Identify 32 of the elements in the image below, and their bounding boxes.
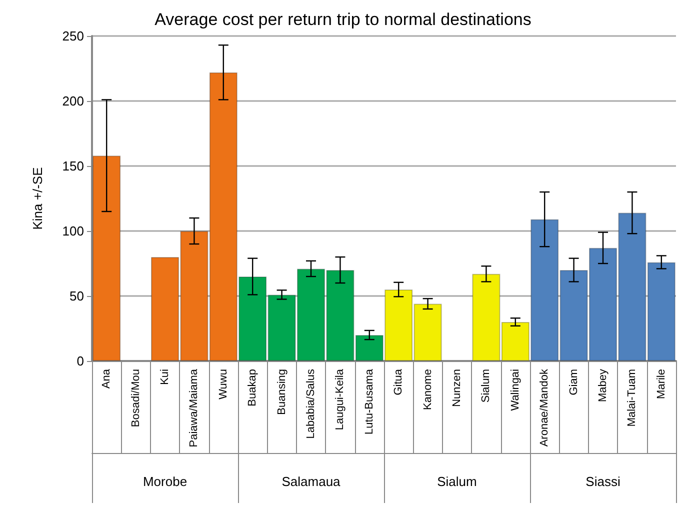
x-tick-label: Paiawa/Maiama [188, 368, 200, 448]
y-axis-title: Kina +/-SE [30, 166, 45, 230]
x-tick-label: Buakap [246, 369, 259, 406]
x-tick-label: Kui [159, 369, 171, 385]
x-tick-label: Laugui-Keila [334, 368, 346, 430]
x-tick-label: Marile [655, 369, 668, 399]
text: Siassi [586, 474, 620, 489]
x-tick-label: Giam [568, 369, 580, 396]
x-tick-label: Gitua [392, 368, 405, 396]
x-tick-label: Wuwu [217, 369, 230, 400]
y-tick-label: 200 [62, 94, 84, 108]
text: Sialum [437, 474, 477, 489]
x-tick-label: Aronae/Mandok [538, 368, 551, 447]
text: Morobe [142, 474, 188, 489]
x-tick-label: Walingai [509, 369, 522, 411]
x-tick-label: Mabey [597, 368, 609, 402]
x-tick-label: Kanome [422, 369, 434, 410]
x-tick-label: Sialum [480, 369, 492, 403]
x-tick-label: Lababia/Salus [305, 368, 317, 439]
y-tick-label: 100 [62, 224, 84, 238]
y-tick-label: 250 [62, 28, 84, 44]
x-tick-label: Malai-Tuam [626, 369, 638, 427]
y-tick-label: 50 [70, 288, 84, 304]
x-tick-label: Bosadi/Mou [130, 369, 142, 428]
y-tick-label: 150 [62, 158, 84, 174]
y-tick-label: 0 [76, 354, 84, 368]
x-tick-label: Buansing [276, 369, 288, 415]
x-tick-label: Nunzen [451, 369, 463, 407]
text: Salamaua [282, 474, 342, 489]
chart-title: Average cost per return trip to normal destinations [154, 10, 532, 29]
x-tick-label: Lutu-Busama [363, 368, 376, 434]
x-tick-label: Ana [100, 368, 113, 389]
